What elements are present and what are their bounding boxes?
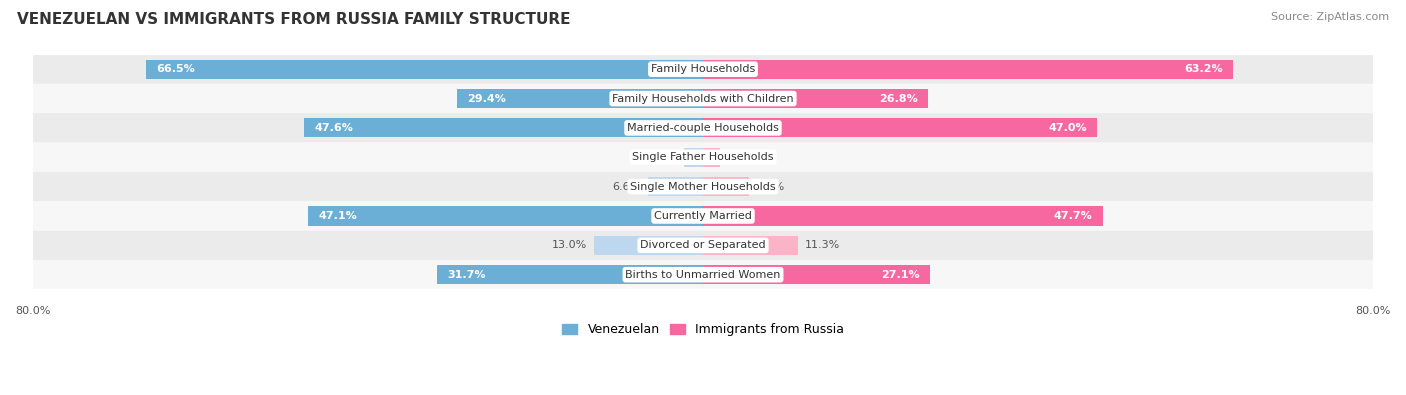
Bar [703,177,749,196]
Bar [437,265,703,284]
Bar [703,236,797,255]
FancyBboxPatch shape [32,201,1374,231]
Legend: Venezuelan, Immigrants from Russia: Venezuelan, Immigrants from Russia [557,318,849,341]
Text: Family Households: Family Households [651,64,755,74]
Text: 47.1%: 47.1% [318,211,357,221]
Text: 29.4%: 29.4% [467,94,506,103]
FancyBboxPatch shape [32,172,1374,201]
Text: 80.0%: 80.0% [15,306,51,316]
Text: Divorced or Separated: Divorced or Separated [640,240,766,250]
Text: 80.0%: 80.0% [1355,306,1391,316]
FancyBboxPatch shape [32,231,1374,260]
Bar [703,118,1097,137]
Text: 47.7%: 47.7% [1054,211,1092,221]
FancyBboxPatch shape [32,260,1374,290]
Bar [703,265,929,284]
Bar [304,118,703,137]
Bar [683,148,703,167]
Bar [595,236,703,255]
Text: 11.3%: 11.3% [804,240,839,250]
Text: VENEZUELAN VS IMMIGRANTS FROM RUSSIA FAMILY STRUCTURE: VENEZUELAN VS IMMIGRANTS FROM RUSSIA FAM… [17,12,571,27]
Text: Currently Married: Currently Married [654,211,752,221]
Text: 47.6%: 47.6% [314,123,353,133]
Text: Single Father Households: Single Father Households [633,152,773,162]
Bar [703,207,1102,226]
Text: 2.3%: 2.3% [648,152,678,162]
Bar [703,89,928,108]
Text: Married-couple Households: Married-couple Households [627,123,779,133]
Text: 47.0%: 47.0% [1047,123,1087,133]
FancyBboxPatch shape [32,143,1374,172]
Text: 2.0%: 2.0% [727,152,755,162]
Bar [703,148,720,167]
FancyBboxPatch shape [32,55,1374,84]
FancyBboxPatch shape [32,113,1374,143]
Text: 13.0%: 13.0% [553,240,588,250]
Text: 27.1%: 27.1% [882,270,920,280]
Bar [648,177,703,196]
Bar [703,60,1233,79]
Text: 63.2%: 63.2% [1184,64,1222,74]
Text: 66.5%: 66.5% [156,64,194,74]
Text: 31.7%: 31.7% [447,270,486,280]
Bar [146,60,703,79]
Text: Births to Unmarried Women: Births to Unmarried Women [626,270,780,280]
Bar [457,89,703,108]
Text: 6.6%: 6.6% [613,182,641,192]
FancyBboxPatch shape [32,84,1374,113]
Text: Source: ZipAtlas.com: Source: ZipAtlas.com [1271,12,1389,22]
Bar [308,207,703,226]
Text: Family Households with Children: Family Households with Children [612,94,794,103]
Text: 5.5%: 5.5% [756,182,785,192]
Text: 26.8%: 26.8% [879,94,918,103]
Text: Single Mother Households: Single Mother Households [630,182,776,192]
